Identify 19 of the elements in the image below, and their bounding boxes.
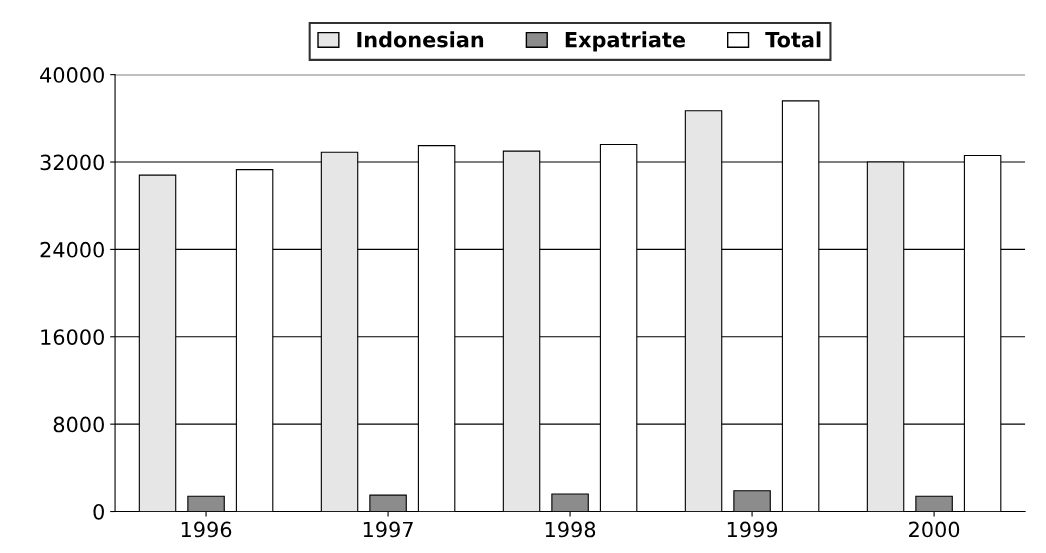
bar [915, 495, 953, 512]
bar [733, 490, 771, 512]
y-tick-label: 24000 [40, 241, 104, 258]
legend-label: Expatriate [565, 31, 686, 52]
y-tick-label: 32000 [40, 154, 104, 171]
legend-label: Indonesian [357, 31, 484, 48]
x-tick-label: 1999 [727, 521, 778, 538]
legend-label: Total [765, 31, 821, 48]
bar [551, 493, 589, 512]
x-tick-label: 1998 [545, 521, 596, 538]
x-tick-label: 1996 [181, 521, 232, 538]
y-tick-label: 16000 [41, 329, 104, 345]
y-tick-label: 0 [93, 503, 104, 520]
y-tick-label: 8000 [53, 416, 104, 433]
bar [369, 494, 407, 512]
x-tick-label: 1997 [363, 521, 413, 538]
y-tick-label: 40000 [40, 67, 104, 83]
bar [187, 495, 225, 512]
x-tick-label: 2000 [909, 521, 960, 538]
